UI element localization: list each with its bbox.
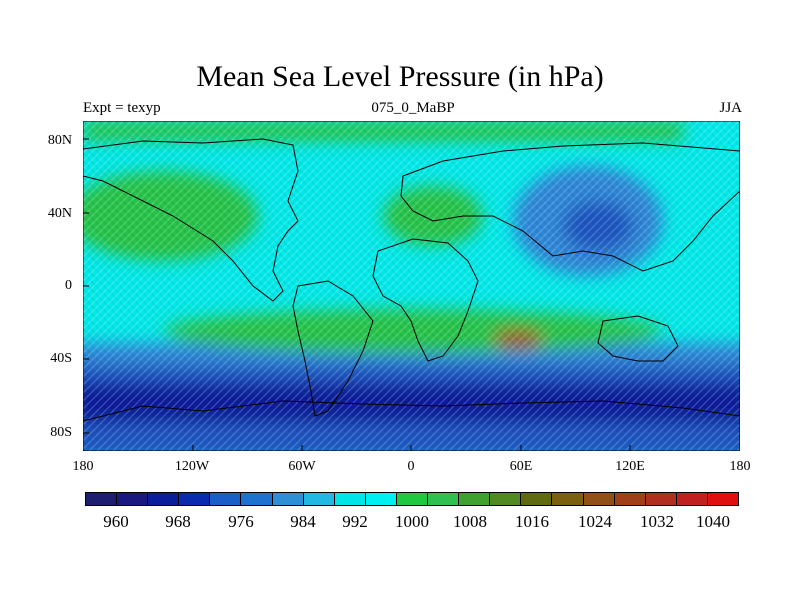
season-label: JJA bbox=[719, 100, 742, 116]
coast-north-america bbox=[83, 138, 299, 302]
experiment-label: Expt = texyp bbox=[83, 100, 161, 116]
colorbar-swatch bbox=[614, 493, 646, 505]
colorbar-swatch bbox=[303, 493, 335, 505]
colorbar-swatch bbox=[583, 493, 615, 505]
colorbar-swatch bbox=[86, 493, 118, 505]
lat-label-80n: 80N bbox=[47, 133, 72, 148]
colorbar-label: 1032 bbox=[640, 512, 674, 531]
coast-eurasia bbox=[400, 142, 740, 272]
colorbar bbox=[85, 492, 739, 506]
colorbar-swatch bbox=[552, 493, 584, 505]
colorbar-label: 984 bbox=[290, 512, 316, 531]
colorbar-label: 1040 bbox=[696, 512, 730, 531]
coast-antarctica bbox=[83, 400, 740, 422]
lon-label-180w: 180 bbox=[72, 459, 94, 474]
colorbar-swatch bbox=[645, 493, 677, 505]
colorbar-swatch bbox=[179, 493, 211, 505]
colorbar-swatch bbox=[365, 493, 397, 505]
colorbar-swatch bbox=[272, 493, 304, 505]
colorbar-swatch bbox=[707, 493, 738, 505]
lat-label-80s: 80S bbox=[50, 425, 72, 440]
lon-label-120e: 120E bbox=[615, 459, 645, 474]
colorbar-swatch bbox=[490, 493, 522, 505]
lon-label-120w: 120W bbox=[174, 459, 210, 474]
tick-marks bbox=[83, 121, 740, 451]
colorbar-swatch bbox=[428, 493, 460, 505]
lon-label-180e: 180 bbox=[729, 459, 751, 474]
lat-label-40n: 40N bbox=[47, 206, 72, 221]
colorbar-swatch bbox=[241, 493, 273, 505]
colorbar-label: 976 bbox=[228, 512, 254, 531]
time-label: 075_0_MaBP bbox=[371, 100, 455, 116]
lon-label-60w: 60W bbox=[288, 459, 316, 474]
colorbar-swatch bbox=[210, 493, 242, 505]
coast-africa bbox=[372, 238, 479, 362]
lon-label-0: 0 bbox=[407, 459, 415, 474]
lat-label-0: 0 bbox=[65, 278, 72, 293]
coast-south-america bbox=[292, 280, 374, 417]
hatching-overlay bbox=[83, 121, 740, 451]
colorbar-swatch bbox=[117, 493, 149, 505]
coast-australia bbox=[597, 315, 679, 362]
coastlines bbox=[83, 138, 740, 422]
colorbar-label: 968 bbox=[165, 512, 191, 531]
colorbar-label: 1016 bbox=[515, 512, 549, 531]
colorbar-swatch bbox=[521, 493, 553, 505]
colorbar-swatch bbox=[334, 493, 366, 505]
lat-label-40s: 40S bbox=[50, 351, 72, 366]
colorbar-swatch bbox=[148, 493, 180, 505]
colorbar-swatch bbox=[459, 493, 491, 505]
colorbar-swatch bbox=[676, 493, 708, 505]
colorbar-label: 960 bbox=[103, 512, 129, 531]
colorbar-label: 1000 bbox=[395, 512, 429, 531]
lon-label-60e: 60E bbox=[509, 459, 533, 474]
colorbar-swatch bbox=[396, 493, 429, 505]
map-svg bbox=[83, 121, 740, 451]
colorbar-label: 992 bbox=[342, 512, 368, 531]
map-title: Mean Sea Level Pressure (in hPa) bbox=[196, 60, 604, 93]
colorbar-label: 1008 bbox=[453, 512, 487, 531]
pressure-map bbox=[83, 121, 740, 451]
colorbar-label: 1024 bbox=[578, 512, 612, 531]
